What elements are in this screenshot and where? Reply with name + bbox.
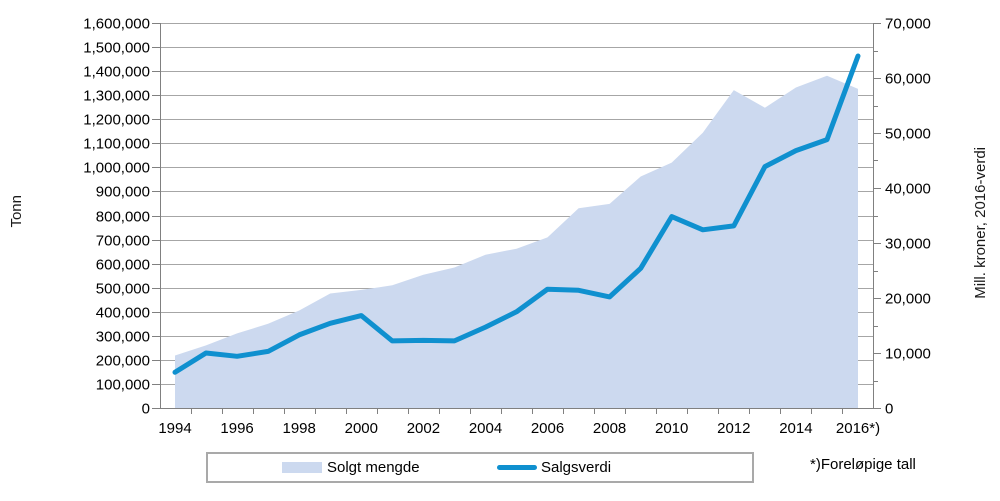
right-axis-title: Mill. kroner, 2016-verdi: [972, 147, 989, 299]
left-axis-tick-label: 1,100,000: [83, 136, 150, 153]
left-axis-tick-label: 1,000,000: [83, 160, 150, 177]
left-axis-tick-label: 700,000: [96, 233, 150, 250]
right-axis-tick-label: 10,000: [885, 346, 931, 363]
right-axis-tick-label: 70,000: [885, 16, 931, 33]
left-axis-title: Tonn: [8, 195, 25, 228]
footnote: *)Foreløpige tall: [810, 456, 916, 473]
left-axis-tick-label: 1,300,000: [83, 88, 150, 105]
x-axis-tick-label: 1996: [220, 420, 253, 437]
x-axis-tick-label: 2006: [531, 420, 564, 437]
left-axis-tick-label: 1,200,000: [83, 112, 150, 129]
left-axis-tick-label: 800,000: [96, 209, 150, 226]
x-axis-tick-label: 2008: [593, 420, 626, 437]
left-axis-tick-label: 900,000: [96, 184, 150, 201]
legend-label-salgsverdi: Salgsverdi: [541, 459, 612, 476]
legend-swatch-solgt-mengde: [282, 462, 322, 473]
right-axis-tick-label: 40,000: [885, 181, 931, 198]
left-axis-tick-label: 200,000: [96, 353, 150, 370]
x-axis-tick-label: 2012: [717, 420, 750, 437]
right-axis-tick-label: 20,000: [885, 291, 931, 308]
left-axis-tick-label: 0: [142, 401, 150, 418]
solgt-mengde-area: [175, 75, 858, 408]
left-axis-tick-label: 100,000: [96, 377, 150, 394]
left-axis-tick-label: 1,600,000: [83, 16, 150, 33]
left-axis-tick-label: 600,000: [96, 257, 150, 274]
left-axis-tick-label: 1,400,000: [83, 64, 150, 81]
salgsverdi-line: [172, 53, 861, 375]
right-axis-tick-label: 50,000: [885, 126, 931, 143]
left-axis-tick-label: 500,000: [96, 281, 150, 298]
legend-swatch-salgsverdi: [497, 465, 537, 470]
x-axis-tick-label: 2016*): [836, 420, 880, 437]
x-axis-tick-label: 2000: [345, 420, 378, 437]
right-axis-tick-label: 30,000: [885, 236, 931, 253]
x-axis-tick-label: 2002: [407, 420, 440, 437]
left-axis-tick-label: 1,500,000: [83, 40, 150, 57]
left-axis-tick-label: 400,000: [96, 305, 150, 322]
legend-label-solgt-mengde: Solgt mengde: [327, 459, 420, 476]
x-axis-tick-label: 2004: [469, 420, 502, 437]
legend: Solgt mengde Salgsverdi: [206, 452, 754, 483]
x-axis-tick-label: 2014: [779, 420, 812, 437]
x-axis-tick-label: 1994: [158, 420, 191, 437]
right-axis-tick-label: 0: [885, 401, 893, 418]
left-axis-tick-label: 300,000: [96, 329, 150, 346]
right-axis-tick-label: 60,000: [885, 71, 931, 88]
x-axis-tick-label: 1998: [283, 420, 316, 437]
x-axis-tick-label: 2010: [655, 420, 688, 437]
